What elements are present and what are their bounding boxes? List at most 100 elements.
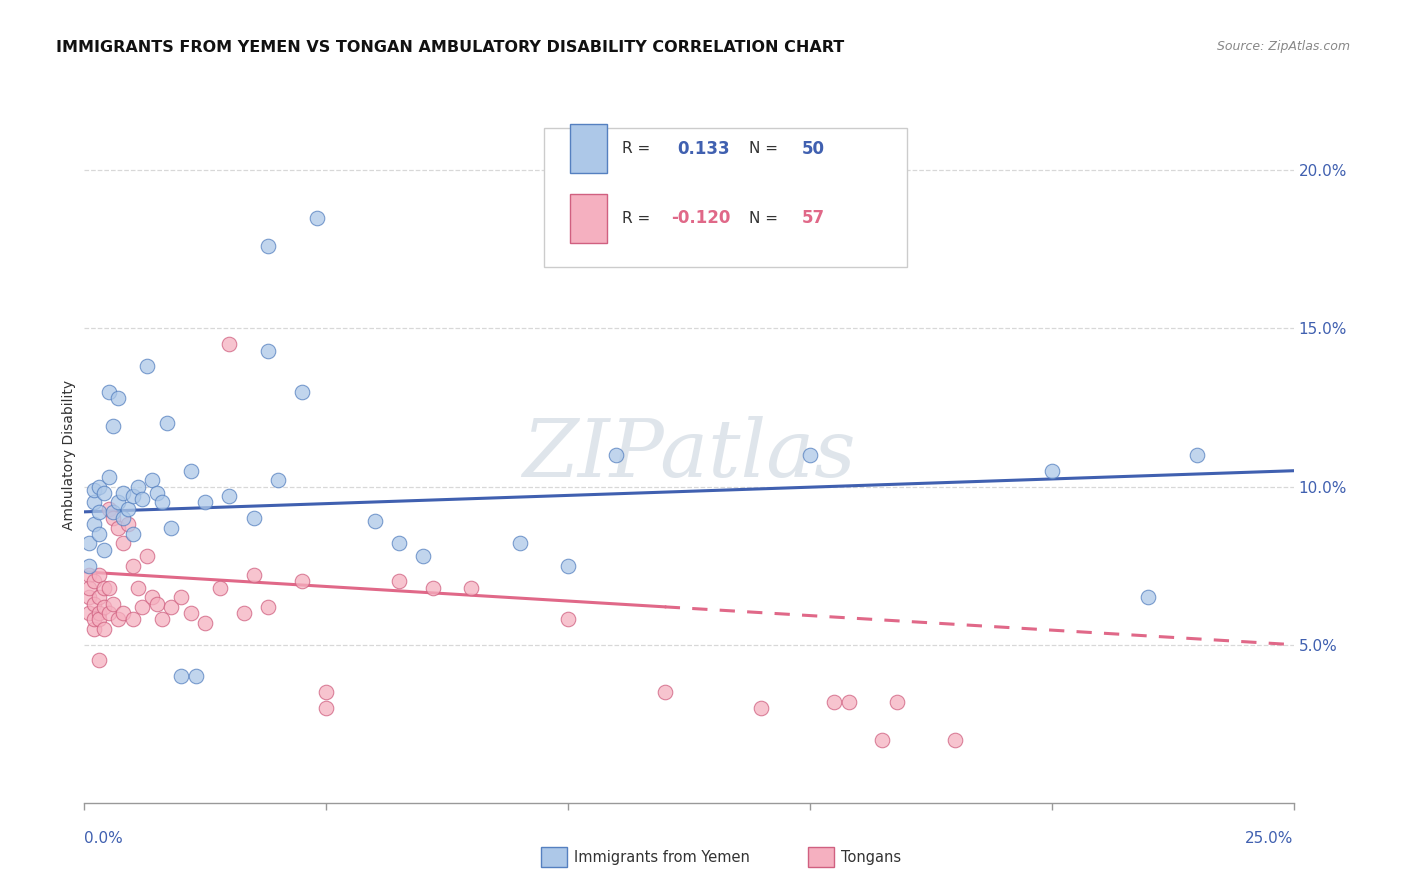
- Text: 50: 50: [801, 140, 824, 158]
- Point: [180, 606, 202, 620]
- Point: [107, 495, 129, 509]
- Point: [103, 511, 125, 525]
- Point: [412, 549, 434, 563]
- Point: [87, 568, 110, 582]
- Point: [112, 536, 135, 550]
- Text: R =: R =: [623, 141, 655, 156]
- Point: [557, 612, 579, 626]
- Point: [103, 419, 125, 434]
- Point: [87, 606, 110, 620]
- Point: [136, 359, 159, 374]
- Point: [77, 558, 100, 573]
- Point: [127, 479, 149, 493]
- Point: [218, 337, 240, 351]
- Text: Tongans: Tongans: [841, 850, 901, 864]
- Point: [83, 483, 105, 497]
- Point: [557, 558, 579, 573]
- Point: [121, 489, 143, 503]
- Point: [363, 514, 385, 528]
- Point: [87, 653, 110, 667]
- Text: 0.0%: 0.0%: [84, 830, 124, 846]
- Point: [97, 470, 120, 484]
- Point: [127, 581, 149, 595]
- Point: [242, 511, 264, 525]
- Point: [388, 574, 411, 589]
- Point: [155, 417, 177, 431]
- Point: [242, 568, 264, 582]
- Point: [160, 599, 183, 614]
- Point: [77, 581, 100, 595]
- Point: [257, 343, 280, 358]
- Point: [194, 495, 217, 509]
- Point: [93, 486, 115, 500]
- Point: [121, 527, 143, 541]
- Text: IMMIGRANTS FROM YEMEN VS TONGAN AMBULATORY DISABILITY CORRELATION CHART: IMMIGRANTS FROM YEMEN VS TONGAN AMBULATO…: [56, 40, 845, 55]
- Text: ZIPatlas: ZIPatlas: [522, 417, 856, 493]
- Point: [886, 695, 908, 709]
- Point: [83, 612, 105, 626]
- Text: -0.120: -0.120: [671, 210, 730, 227]
- Point: [257, 239, 280, 253]
- Point: [112, 606, 135, 620]
- Point: [83, 574, 105, 589]
- Point: [257, 599, 280, 614]
- Point: [509, 536, 531, 550]
- Point: [267, 473, 290, 487]
- Point: [77, 591, 100, 605]
- Point: [1137, 591, 1160, 605]
- Point: [315, 701, 337, 715]
- Point: [97, 501, 120, 516]
- Text: N =: N =: [749, 141, 783, 156]
- Bar: [571, 194, 607, 243]
- Point: [112, 486, 135, 500]
- Point: [799, 448, 821, 462]
- Text: Immigrants from Yemen: Immigrants from Yemen: [574, 850, 749, 864]
- Text: 25.0%: 25.0%: [1246, 830, 1294, 846]
- Point: [112, 511, 135, 525]
- Point: [103, 597, 125, 611]
- Point: [422, 581, 444, 595]
- Point: [180, 464, 202, 478]
- Point: [184, 669, 207, 683]
- Text: R =: R =: [623, 211, 655, 226]
- Point: [315, 685, 337, 699]
- Point: [83, 622, 105, 636]
- Point: [208, 581, 231, 595]
- Point: [107, 612, 129, 626]
- Point: [83, 597, 105, 611]
- Point: [388, 536, 411, 550]
- Point: [121, 612, 143, 626]
- Point: [460, 581, 482, 595]
- Point: [823, 695, 845, 709]
- Text: Source: ZipAtlas.com: Source: ZipAtlas.com: [1216, 40, 1350, 54]
- Point: [291, 384, 314, 399]
- Point: [305, 211, 328, 225]
- Point: [77, 536, 100, 550]
- Point: [117, 501, 139, 516]
- Point: [93, 599, 115, 614]
- Point: [87, 527, 110, 541]
- Point: [170, 591, 193, 605]
- Point: [233, 606, 256, 620]
- Point: [77, 606, 100, 620]
- Point: [83, 495, 105, 509]
- Point: [87, 505, 110, 519]
- Text: N =: N =: [749, 211, 783, 226]
- Text: 57: 57: [801, 210, 824, 227]
- Text: 0.133: 0.133: [676, 140, 730, 158]
- Point: [87, 612, 110, 626]
- Point: [87, 591, 110, 605]
- Point: [146, 486, 169, 500]
- Point: [107, 521, 129, 535]
- Point: [83, 517, 105, 532]
- Point: [93, 622, 115, 636]
- Point: [1040, 464, 1063, 478]
- Point: [150, 612, 173, 626]
- Point: [141, 473, 163, 487]
- Point: [131, 599, 153, 614]
- Point: [97, 606, 120, 620]
- Point: [654, 685, 676, 699]
- Point: [97, 384, 120, 399]
- Point: [605, 448, 627, 462]
- Point: [117, 517, 139, 532]
